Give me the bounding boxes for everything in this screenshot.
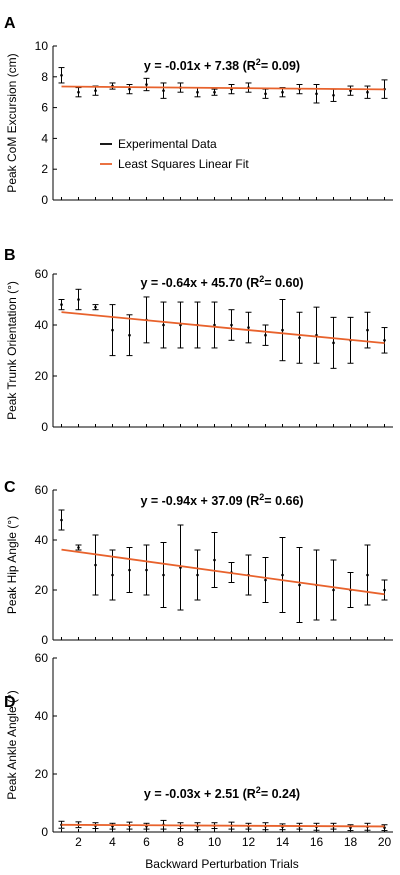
x-tick-label: 20 [378, 835, 392, 849]
data-point [94, 563, 97, 567]
legend-label: Least Squares Linear Fit [118, 157, 249, 171]
y-tick-label: 60 [35, 483, 49, 497]
panel-b: B 0 20 40 60 Peak Trunk Orientation (°) y = -0… [4, 247, 393, 434]
data-point [77, 298, 80, 301]
panel-d: D 0 20 40 60 2 4 6 8 10 12 14 16 18 20 Peak Ankle Angle… [4, 651, 393, 849]
y-tick-label: 20 [35, 583, 49, 597]
data-point [383, 588, 386, 592]
y-tick-label: 40 [35, 709, 49, 723]
y-tick-label: 6 [41, 101, 48, 115]
data-point [111, 328, 114, 332]
y-tick-label: 20 [35, 369, 49, 383]
y-tick-label: 20 [35, 767, 49, 781]
data-point [366, 90, 369, 94]
y-tick-label: 60 [35, 267, 49, 281]
data-point [247, 326, 250, 329]
x-tick-label: 10 [208, 835, 222, 849]
y-axis-label: Peak CoM Excursion (cm) [5, 53, 19, 192]
data-point [77, 90, 80, 94]
data-point [111, 573, 114, 577]
y-axis-label: Peak Hip Angle (°) [5, 516, 19, 614]
fit-line [61, 548, 385, 596]
x-tick-label: 6 [143, 835, 150, 849]
legend-label: Experimental Data [118, 137, 217, 151]
data-point [60, 518, 63, 522]
y-tick-label: 8 [41, 70, 48, 84]
panel-letter: D [4, 694, 16, 711]
fit-line [61, 85, 385, 91]
data-point [264, 578, 267, 582]
data-point [162, 89, 165, 92]
data-point [196, 573, 199, 577]
x-tick-label: 4 [109, 835, 116, 849]
data-point [264, 92, 267, 96]
data-point [332, 588, 335, 592]
panel-letter: B [4, 247, 16, 264]
y-axis-label: Peak Trunk Orientation (°) [5, 281, 19, 420]
y-tick-label: 0 [41, 193, 48, 207]
data-point [281, 573, 284, 577]
data-point [128, 568, 131, 572]
data-point [60, 73, 63, 77]
data-point [196, 90, 199, 94]
data-point [298, 583, 301, 587]
data-point [298, 336, 301, 340]
x-tick-label: 8 [177, 835, 184, 849]
y-tick-label: 10 [35, 39, 49, 53]
shared-x-axis-label: Backward Perturbation Trials [145, 857, 298, 871]
data-point [332, 93, 335, 97]
data-point [213, 323, 216, 327]
x-tick-label: 2 [75, 835, 82, 849]
data-point [162, 573, 165, 577]
data-point [230, 323, 233, 327]
legend: Experimental Data Least Squares Linear Fi… [100, 137, 249, 171]
fit-line [61, 311, 385, 345]
data-point [213, 90, 216, 94]
data-point [94, 89, 97, 92]
y-tick-label: 40 [35, 318, 49, 332]
data-point [162, 323, 165, 327]
fit-line [61, 823, 385, 828]
x-tick-label: 16 [310, 835, 324, 849]
data-point [128, 333, 131, 337]
panel-letter: C [4, 479, 16, 496]
fit-equation: y = -0.94x + 37.09 (R2= 0.66) [140, 492, 303, 508]
x-tick-label: 12 [242, 835, 256, 849]
x-tick-label: 18 [344, 835, 358, 849]
data-point [332, 341, 335, 345]
y-tick-label: 0 [41, 420, 48, 434]
data-point [281, 328, 284, 332]
y-tick-label: 40 [35, 533, 49, 547]
y-tick-label: 60 [35, 651, 49, 665]
data-point [366, 573, 369, 577]
fit-equation: y = -0.01x + 7.38 (R2= 0.09) [144, 57, 300, 73]
panel-letter: A [4, 15, 16, 32]
panel-a: A 0 2 4 6 8 10 Peak CoM Excursion (cm) y = -0.01… [4, 15, 393, 207]
panels-group: A 0 2 4 6 8 10 Peak CoM Excursion (cm) y = -0.01… [4, 15, 393, 849]
data-point [366, 328, 369, 332]
data-point [145, 83, 148, 86]
data-point [128, 87, 131, 91]
data-point [264, 333, 267, 337]
y-tick-label: 0 [41, 825, 48, 839]
y-axis-label: Peak Ankle Angle (°) [5, 690, 19, 800]
data-point [383, 339, 386, 342]
x-tick-label: 14 [276, 835, 290, 849]
data-point [60, 303, 63, 306]
data-point [315, 92, 318, 96]
fit-equation: y = -0.64x + 45.70 (R2= 0.60) [140, 274, 303, 290]
data-point [281, 90, 284, 94]
y-tick-label: 2 [41, 162, 48, 176]
y-tick-label: 0 [41, 633, 48, 647]
fit-equation: y = -0.03x + 2.51 (R2= 0.24) [144, 785, 300, 801]
y-tick-label: 4 [41, 131, 48, 145]
panel-c: C 0 20 40 60 Peak Hip Angle (°) y = -0.94x + 3… [4, 479, 393, 647]
data-point [145, 568, 148, 572]
data-point [94, 305, 97, 309]
data-point [77, 546, 80, 549]
data-point [213, 558, 216, 562]
